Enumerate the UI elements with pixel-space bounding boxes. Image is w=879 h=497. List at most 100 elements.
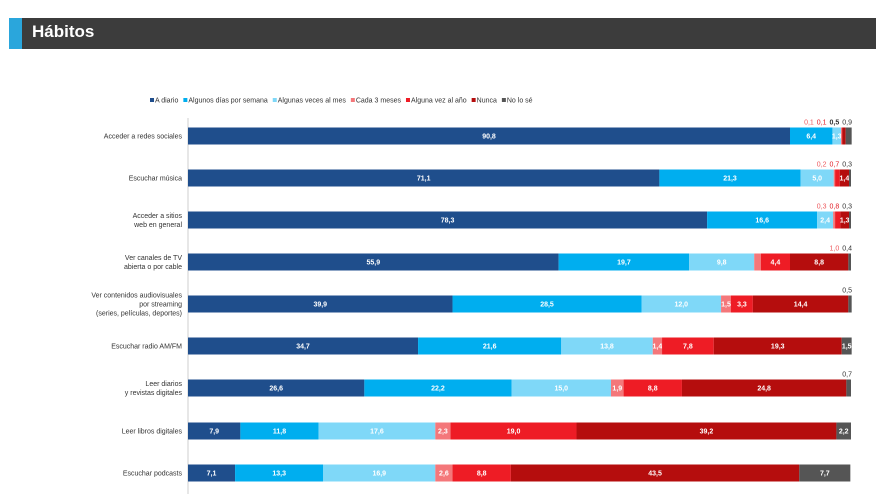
category-label: Escuchar radio AM/FM: [111, 344, 182, 351]
bar-segment: [641, 295, 722, 313]
category-label: Escuchar música: [129, 176, 182, 183]
bar-segment: [188, 211, 708, 229]
category-label: Leer libros digitales: [122, 429, 183, 436]
bar-segment: [790, 127, 833, 145]
bar-value-label: 13,3: [272, 471, 286, 478]
page-title: Hábitos: [32, 22, 95, 41]
bar-segment: [833, 211, 836, 229]
bar-segment: [849, 169, 851, 187]
bar-value-label: 55,9: [366, 260, 380, 267]
category-label: Acceder a sitios: [133, 213, 183, 220]
bar-segment: [188, 295, 453, 313]
bar-value-label: 16,9: [372, 471, 386, 478]
bar-value-label-above: 0,8: [830, 204, 840, 211]
bar-value-label: 26,6: [269, 386, 283, 393]
bar-segment: [841, 127, 843, 145]
bar-value-label: 8,8: [648, 386, 658, 393]
bar-segment: [841, 337, 852, 355]
bar-value-label: 1,9: [612, 386, 622, 393]
bar-segment: [760, 253, 791, 271]
bar-segment: [848, 295, 852, 313]
bar-segment: [689, 253, 755, 271]
bar-segment: [188, 337, 419, 355]
bar-value-label: 24,8: [757, 386, 771, 393]
legend-label-5: Nunca: [477, 98, 497, 105]
bar-segment: [754, 253, 761, 271]
bar-value-label: 1,4: [653, 344, 663, 351]
page-header: Hábitos: [9, 18, 876, 49]
bar-segment: [240, 422, 319, 440]
legend-label-3: Cada 3 meses: [356, 98, 402, 105]
bar-segment: [730, 295, 753, 313]
bar-segment: [452, 295, 642, 313]
legend-label-1: Algunos días por semana: [188, 98, 267, 105]
legend-swatch-1: [183, 98, 188, 102]
bar-segment: [450, 422, 577, 440]
category-label: Leer diarios: [145, 381, 182, 388]
bar-value-label: 19,0: [507, 429, 521, 436]
bar-value-label-above: 1,0: [830, 246, 840, 253]
bar-value-label: 2,2: [839, 429, 849, 436]
bar-segment: [323, 464, 436, 482]
bar-value-label-above: 0,5: [842, 288, 852, 295]
category-label: Ver canales de TV: [125, 255, 182, 262]
bar-segment: [558, 253, 690, 271]
legend-swatch-2: [272, 98, 277, 102]
bar-segment: [623, 379, 682, 397]
bar-value-label: 8,8: [477, 471, 487, 478]
bar-value-label-above: 0,1: [817, 120, 827, 127]
bar-value-label: 14,4: [794, 302, 808, 309]
bar-value-label: 4,4: [771, 260, 781, 267]
bar-segment: [752, 295, 849, 313]
bar-value-label: 15,0: [554, 386, 568, 393]
bar-value-label: 5,0: [812, 176, 822, 183]
bar-segment: [510, 464, 800, 482]
bar-value-label: 21,3: [723, 176, 737, 183]
bar-value-label: 34,7: [296, 344, 310, 351]
bar-segment: [452, 464, 511, 482]
bar-segment: [188, 127, 791, 145]
bar-segment: [841, 127, 842, 145]
bar-segment: [681, 379, 847, 397]
bar-value-label-above: 0,3: [842, 162, 852, 169]
bar-segment: [188, 464, 236, 482]
bar-value-label: 3,3: [737, 302, 747, 309]
bar-segment: [839, 169, 850, 187]
bar-value-label: 2,4: [820, 218, 830, 225]
bar-segment: [817, 211, 834, 229]
legend-swatch-3: [350, 98, 355, 102]
legend-swatch-5: [471, 98, 476, 102]
bar-value-label-above: 0,7: [842, 372, 852, 379]
bar-segment: [652, 337, 663, 355]
bar-value-label: 39,9: [313, 302, 327, 309]
bar-segment: [835, 211, 841, 229]
bar-value-label: 1,5: [842, 344, 852, 351]
bar-value-label: 28,5: [540, 302, 554, 309]
bar-segment: [188, 169, 660, 187]
category-label: abierta o por cable: [124, 264, 182, 271]
bar-segment: [707, 211, 818, 229]
bar-segment: [435, 464, 453, 482]
bar-segment: [840, 211, 850, 229]
bar-segment: [836, 422, 851, 440]
bar-segment: [418, 337, 562, 355]
bar-value-label: 11,8: [273, 429, 286, 436]
bar-segment: [800, 169, 834, 187]
bar-segment: [511, 379, 611, 397]
bar-value-label-above: 0,1: [804, 120, 814, 127]
legend-label-2: Algunas veces al mes: [278, 98, 347, 105]
bar-value-label: 19,7: [617, 260, 631, 267]
bar-value-label: 22,2: [431, 386, 445, 393]
bar-value-label: 2,3: [438, 429, 448, 436]
bar-value-label: 8,8: [814, 260, 824, 267]
bar-value-label: 1,4: [840, 176, 850, 183]
bar-value-label: 21,6: [483, 344, 497, 351]
bar-segment: [576, 422, 837, 440]
bar-value-label-above: 0,3: [817, 204, 827, 211]
bar-segment: [188, 379, 365, 397]
bar-value-label: 12,0: [674, 302, 688, 309]
bar-segment: [188, 422, 241, 440]
bar-value-label-above: 0,9: [842, 120, 852, 127]
bar-segment: [659, 169, 801, 187]
